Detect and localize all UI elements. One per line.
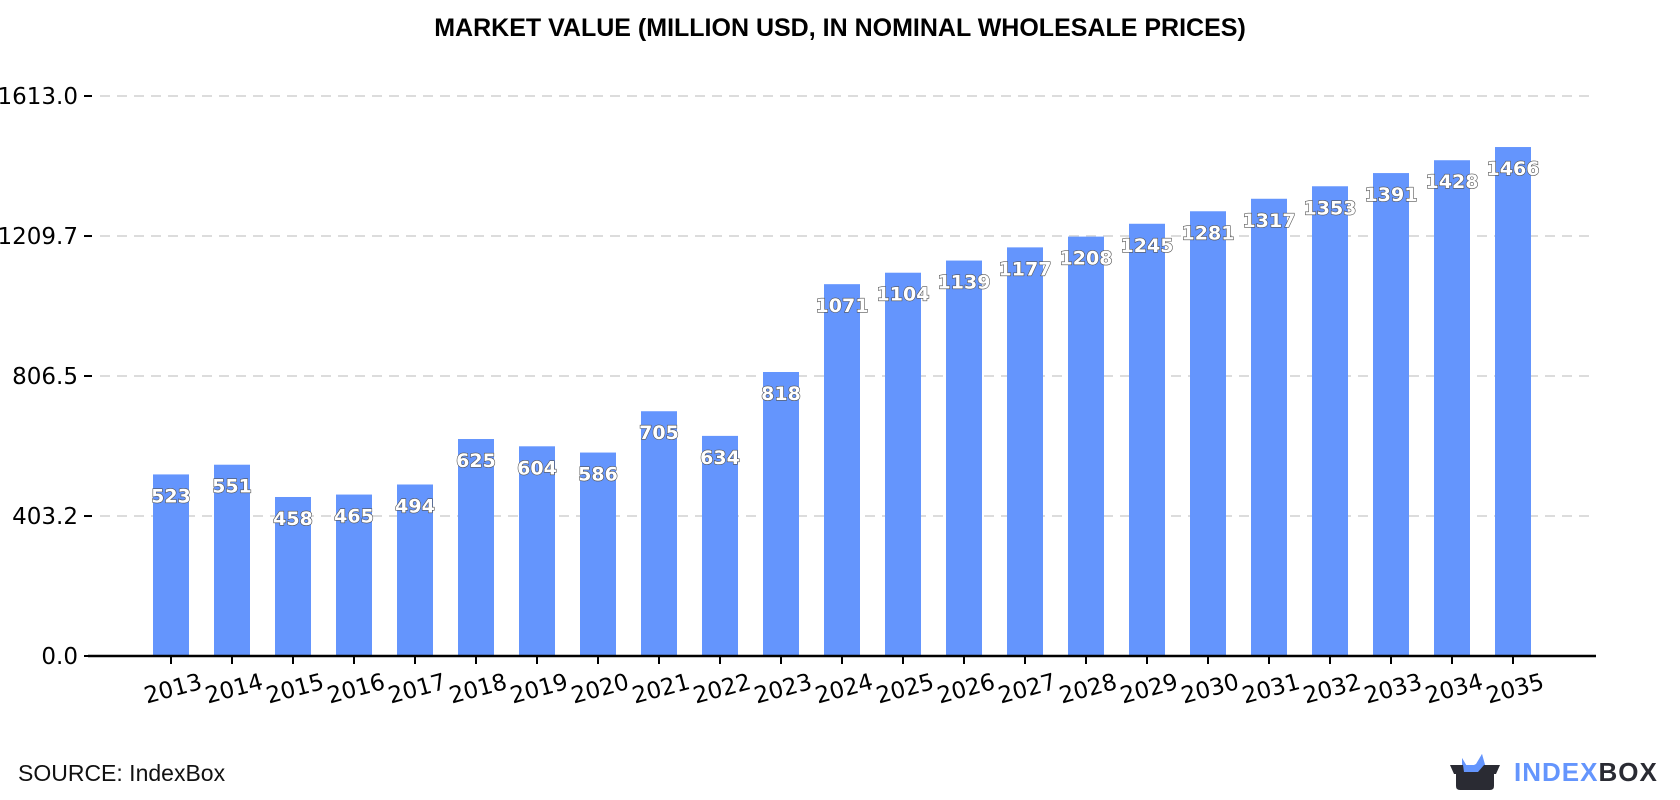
x-tick-label: 2028 <box>1057 669 1120 709</box>
x-tick-label: 2016 <box>325 669 388 709</box>
data-label: 818 <box>761 383 801 405</box>
y-tick-label: 1613.0 <box>0 84 78 110</box>
data-label: 586 <box>578 464 618 486</box>
bar-2029 <box>1129 223 1165 656</box>
bar-2024 <box>824 284 860 656</box>
bar-2033 <box>1373 173 1409 656</box>
bar-2020 <box>580 452 616 656</box>
data-label: 634 <box>700 447 740 469</box>
bar-2023 <box>763 372 799 656</box>
data-label: 604 <box>517 457 557 479</box>
data-label: 625 <box>456 450 496 472</box>
x-tick-label: 2034 <box>1423 669 1486 709</box>
x-tick-label: 2018 <box>447 669 510 709</box>
bar-2026 <box>946 260 982 656</box>
data-label: 1208 <box>1060 248 1113 270</box>
data-label: 705 <box>639 422 679 444</box>
bar-2016 <box>336 494 372 656</box>
x-tick-label: 2021 <box>630 669 693 709</box>
x-tick-label: 2029 <box>1118 669 1181 709</box>
x-tick-label: 2027 <box>996 669 1059 709</box>
x-tick-label: 2014 <box>203 669 266 709</box>
box-logo-icon <box>1450 754 1500 790</box>
data-label: 1428 <box>1426 171 1479 193</box>
x-tick-label: 2025 <box>874 669 937 709</box>
x-tick-label: 2031 <box>1240 669 1303 709</box>
bar-2027 <box>1007 247 1043 656</box>
x-tick-label: 2013 <box>142 669 205 709</box>
x-tick-label: 2024 <box>813 669 876 709</box>
data-label: 523 <box>151 485 191 507</box>
x-tick-label: 2035 <box>1484 669 1547 709</box>
data-label: 1317 <box>1243 210 1296 232</box>
bar-2015 <box>275 496 311 656</box>
bar-2022 <box>702 435 738 656</box>
bar-2013 <box>153 474 189 656</box>
y-tick-label: 806.5 <box>12 364 78 390</box>
bar-2014 <box>214 464 250 656</box>
x-tick-label: 2020 <box>569 669 632 709</box>
data-label: 1245 <box>1121 235 1174 257</box>
data-label: 1177 <box>999 258 1052 280</box>
bar-2018 <box>458 439 494 656</box>
data-label: 458 <box>273 508 313 530</box>
bar-2028 <box>1068 236 1104 657</box>
x-tick-label: 2030 <box>1179 669 1242 709</box>
y-tick-label: 0.0 <box>41 644 78 670</box>
chart-title: MARKET VALUE (MILLION USD, IN NOMINAL WH… <box>434 14 1246 42</box>
x-tick-label: 2022 <box>691 669 754 709</box>
data-label: 465 <box>334 506 374 528</box>
x-tick-label: 2026 <box>935 669 998 709</box>
data-label: 1071 <box>816 295 869 317</box>
logo-text-index: INDEX <box>1514 756 1599 787</box>
x-tick-label: 2019 <box>508 669 571 709</box>
y-tick-label: 1209.7 <box>0 224 78 250</box>
x-tick-label: 2015 <box>264 669 327 709</box>
bar-2035 <box>1495 147 1531 656</box>
x-tick-label: 2017 <box>386 669 449 709</box>
bar-2025 <box>885 272 921 656</box>
x-tick-label: 2032 <box>1301 669 1364 709</box>
source-label: SOURCE: IndexBox <box>18 760 226 786</box>
logo-text-box: BOX <box>1598 756 1658 787</box>
data-label: 1353 <box>1304 197 1357 219</box>
y-tick-label: 403.2 <box>12 504 78 530</box>
data-label: 551 <box>212 476 252 498</box>
x-tick-label: 2033 <box>1362 669 1425 709</box>
bar-2031 <box>1251 198 1287 657</box>
data-label: 494 <box>395 495 435 517</box>
data-label: 1139 <box>938 272 991 294</box>
data-label: 1281 <box>1182 222 1235 244</box>
x-tick-label: 2023 <box>752 669 815 709</box>
bar-2017 <box>397 484 433 656</box>
data-label: 1466 <box>1487 158 1540 180</box>
bar-2019 <box>519 446 555 656</box>
bar-2021 <box>641 411 677 656</box>
bar-2032 <box>1312 186 1348 656</box>
bar-2030 <box>1190 211 1226 656</box>
data-label: 1104 <box>877 284 930 306</box>
indexbox-logo: INDEXBOX <box>1450 752 1658 792</box>
data-label: 1391 <box>1365 184 1418 206</box>
bar-2034 <box>1434 160 1470 656</box>
